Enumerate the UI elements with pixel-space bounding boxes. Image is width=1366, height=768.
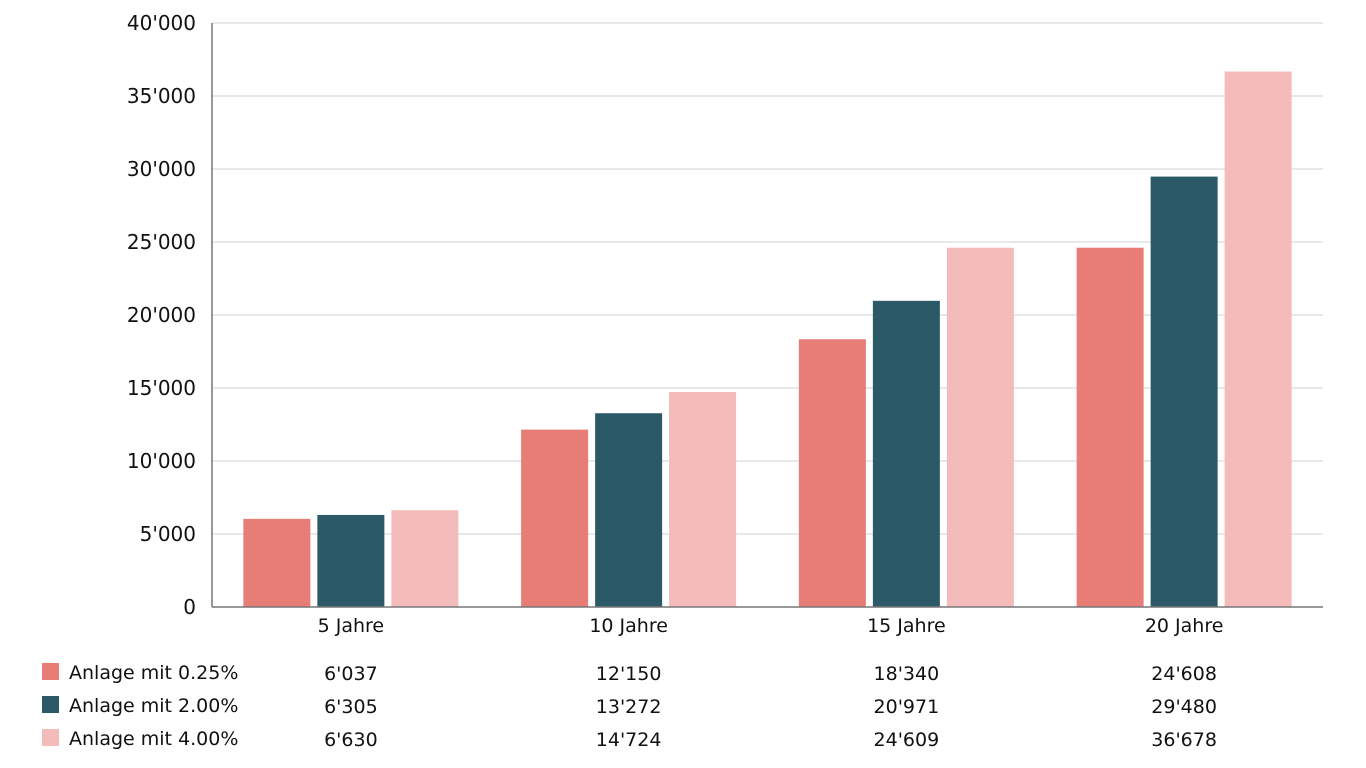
x-tick-label: 5 Jahre <box>318 615 385 637</box>
data-table-value: 29'480 <box>1151 696 1217 718</box>
y-tick-label: 40'000 <box>127 11 196 35</box>
legend-label: Anlage mit 0.25% <box>69 662 238 684</box>
bar-1-4 <box>1076 247 1144 607</box>
legend-swatch <box>42 729 59 746</box>
data-table-value: 14'724 <box>596 729 662 751</box>
x-tick-label: 15 Jahre <box>867 615 946 637</box>
bar-1-1 <box>243 518 311 607</box>
bar-2-3 <box>872 300 940 607</box>
y-tick-label: 0 <box>183 595 196 619</box>
x-tick-label: 20 Jahre <box>1145 615 1224 637</box>
y-tick-label: 25'000 <box>127 230 196 254</box>
bar-3-4 <box>1224 71 1292 607</box>
legend-swatch <box>42 696 59 713</box>
bar-1-3 <box>798 339 866 607</box>
legend-label: Anlage mit 4.00% <box>69 728 238 750</box>
bar-2-2 <box>595 413 663 607</box>
bar-1-2 <box>521 429 589 607</box>
data-table-value: 6'305 <box>324 696 378 718</box>
data-table-value: 6'630 <box>324 729 378 751</box>
bar-3-1 <box>391 510 459 607</box>
data-table-value: 6'037 <box>324 663 378 685</box>
y-tick-label: 30'000 <box>127 157 196 181</box>
data-table-value: 12'150 <box>596 663 662 685</box>
y-tick-label: 10'000 <box>127 449 196 473</box>
y-tick-label: 15'000 <box>127 376 196 400</box>
data-table-value: 36'678 <box>1151 729 1217 751</box>
y-tick-label: 20'000 <box>127 303 196 327</box>
legend-swatch <box>42 663 59 680</box>
data-table-value: 13'272 <box>596 696 662 718</box>
bar-3-3 <box>946 247 1014 607</box>
y-tick-label: 35'000 <box>127 84 196 108</box>
data-table-value: 20'971 <box>874 696 940 718</box>
bar-3-2 <box>669 392 737 607</box>
data-table-value: 24'609 <box>874 729 940 751</box>
data-table-value: 18'340 <box>874 663 940 685</box>
data-table-value: 24'608 <box>1151 663 1217 685</box>
bar-2-1 <box>317 514 385 607</box>
y-tick-label: 5'000 <box>140 522 196 546</box>
legend-label: Anlage mit 2.00% <box>69 695 238 717</box>
bar-2-4 <box>1150 176 1218 608</box>
x-tick-label: 10 Jahre <box>589 615 668 637</box>
